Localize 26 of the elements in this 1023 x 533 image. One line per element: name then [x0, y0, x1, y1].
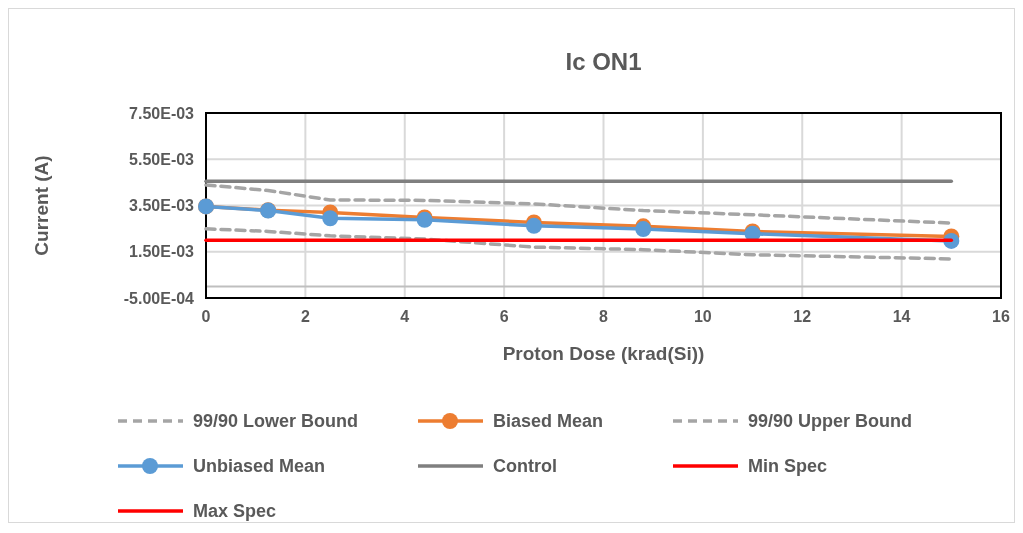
x-tick-label: 10: [693, 308, 712, 325]
legend-label: 99/90 Lower Bound: [193, 411, 359, 432]
y-tick-label: 1.50E-03: [129, 243, 195, 261]
x-tick-label: 0: [201, 308, 211, 325]
legend-label: Biased Mean: [493, 411, 604, 432]
line-series: [204, 227, 954, 261]
legend-label: Control: [493, 456, 557, 477]
y-tick-label: 7.50E-03: [129, 104, 195, 122]
x-tick-label: 4: [400, 308, 410, 325]
x-tick-label: 8: [599, 308, 609, 325]
x-tick-label: 2: [300, 308, 310, 325]
legend-label: Unbiased Mean: [193, 456, 326, 477]
x-tick-label: 6: [499, 308, 509, 325]
x-tick-label: 16: [992, 308, 1010, 325]
y-tick-label: 3.50E-03: [129, 197, 195, 215]
x-axis-title: Proton Dose (krad(Si)): [502, 343, 705, 364]
legend-label: 99/90 Upper Bound: [748, 411, 913, 432]
legend-label: Min Spec: [748, 456, 828, 477]
y-tick-label: -5.00E-04: [123, 289, 195, 307]
legend-label: Max Spec: [193, 501, 277, 522]
y-tick-label: 5.50E-03: [129, 150, 195, 168]
y-axis-title: Current (A): [31, 155, 52, 256]
point: [322, 210, 339, 227]
chart-title: Ic ON1: [565, 48, 642, 75]
x-tick-label: 12: [793, 308, 812, 325]
x-tick-label: 14: [892, 308, 911, 325]
